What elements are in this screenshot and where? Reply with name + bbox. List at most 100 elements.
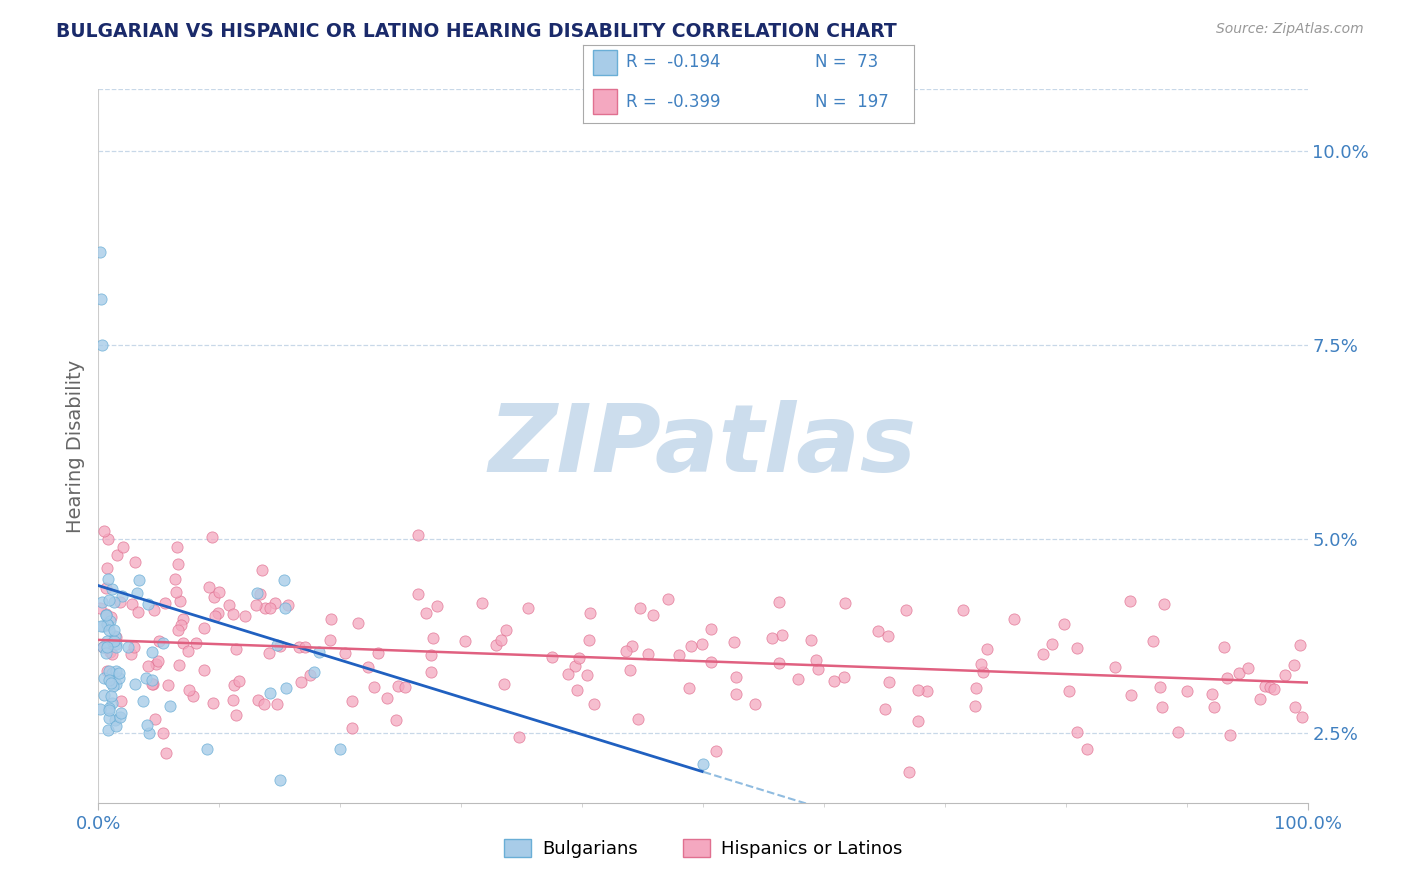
Legend: Bulgarians, Hispanics or Latinos: Bulgarians, Hispanics or Latinos <box>496 831 910 865</box>
Point <box>110 706 132 720</box>
Point <box>105 719 128 733</box>
Point <box>419 665 441 679</box>
Point <box>1219 728 1241 742</box>
Point <box>277 599 299 613</box>
Point <box>108 709 131 723</box>
Text: Source: ZipAtlas.com: Source: ZipAtlas.com <box>1216 22 1364 37</box>
Point <box>1216 671 1239 685</box>
Point <box>91 618 114 632</box>
Point <box>804 653 827 667</box>
Point <box>1119 688 1142 702</box>
Point <box>247 693 270 707</box>
Point <box>575 668 598 682</box>
Point <box>105 664 128 678</box>
Point <box>253 697 276 711</box>
Point <box>96 646 118 660</box>
Point <box>96 561 118 575</box>
Point <box>565 682 588 697</box>
Point <box>122 640 145 655</box>
Point <box>1053 617 1076 632</box>
Point <box>1040 636 1063 650</box>
Point <box>98 644 121 658</box>
Point <box>204 609 226 624</box>
Point <box>907 682 929 697</box>
Point <box>333 646 356 660</box>
Point <box>700 622 723 636</box>
Point <box>1066 724 1088 739</box>
Point <box>406 587 429 601</box>
Point <box>172 635 194 649</box>
Point <box>98 711 121 725</box>
Point <box>898 764 921 779</box>
Point <box>117 640 139 655</box>
Point <box>169 593 191 607</box>
Point <box>641 608 664 623</box>
Point <box>800 632 823 647</box>
Point <box>97 723 120 738</box>
Y-axis label: Hearing Disability: Hearing Disability <box>66 359 84 533</box>
Point <box>723 634 745 648</box>
Point <box>124 677 146 691</box>
Point <box>222 607 245 622</box>
Point <box>100 647 122 661</box>
Point <box>90 618 112 632</box>
Point <box>111 589 134 603</box>
Point <box>141 673 163 688</box>
Point <box>96 616 118 631</box>
Point <box>146 654 169 668</box>
Point <box>1066 640 1088 655</box>
Point <box>97 637 120 651</box>
Point <box>155 596 177 610</box>
Point <box>356 660 378 674</box>
Point <box>1282 658 1305 673</box>
Point <box>96 640 118 655</box>
Point <box>93 688 115 702</box>
Point <box>896 603 918 617</box>
Point <box>471 596 494 610</box>
Point <box>105 676 128 690</box>
Point <box>98 673 121 687</box>
Point <box>202 697 225 711</box>
Point <box>700 655 723 669</box>
Point <box>494 676 516 690</box>
Point <box>342 722 364 736</box>
Point <box>299 668 322 682</box>
Point <box>233 608 256 623</box>
Point <box>342 694 364 708</box>
Point <box>1150 700 1173 714</box>
Point <box>103 624 125 638</box>
Point <box>873 702 896 716</box>
Point <box>876 629 898 643</box>
Point <box>156 678 179 692</box>
Point <box>167 658 190 673</box>
Point <box>415 606 437 620</box>
Point <box>1201 687 1223 701</box>
Point <box>177 683 200 698</box>
Point <box>690 637 713 651</box>
Point <box>152 636 174 650</box>
Point <box>165 585 187 599</box>
Point <box>508 730 530 744</box>
Point <box>269 640 291 654</box>
Point <box>517 600 540 615</box>
Point <box>145 657 167 671</box>
Point <box>135 718 157 732</box>
Point <box>98 702 121 716</box>
Point <box>89 702 111 716</box>
Point <box>724 687 747 701</box>
Point <box>93 524 115 539</box>
Point <box>302 665 325 679</box>
Point <box>250 563 273 577</box>
Point <box>970 657 993 671</box>
Point <box>167 623 190 637</box>
Point <box>245 598 267 612</box>
Point <box>965 681 987 695</box>
Point <box>141 677 163 691</box>
Point <box>1032 648 1054 662</box>
Point <box>832 670 855 684</box>
Point <box>108 666 131 681</box>
Point <box>97 593 120 607</box>
Text: BULGARIAN VS HISPANIC OR LATINO HEARING DISABILITY CORRELATION CHART: BULGARIAN VS HISPANIC OR LATINO HEARING … <box>56 22 897 41</box>
Point <box>1263 681 1285 696</box>
Point <box>619 663 641 677</box>
